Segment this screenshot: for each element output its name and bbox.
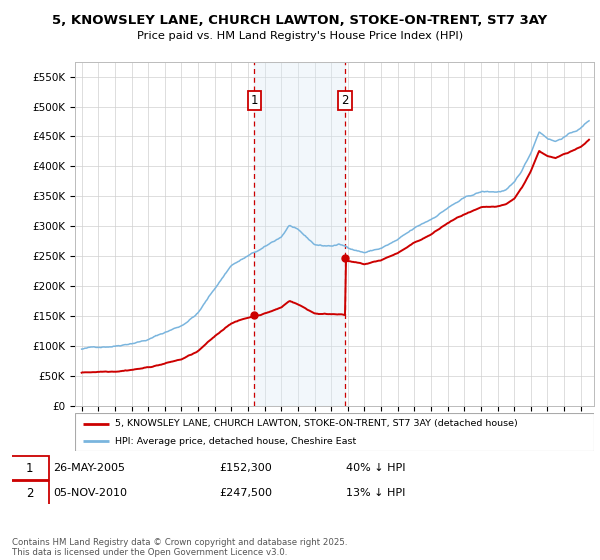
Text: 26-MAY-2005: 26-MAY-2005 [53,463,125,473]
Text: 2: 2 [26,487,34,500]
Text: 2: 2 [341,94,349,107]
Bar [254,62,345,406]
Text: HPI: Average price, detached house, Cheshire East: HPI: Average price, detached house, Ches… [115,437,357,446]
Text: 40% ↓ HPI: 40% ↓ HPI [346,463,406,473]
Text: 13% ↓ HPI: 13% ↓ HPI [346,488,406,498]
Text: 1: 1 [26,461,34,474]
Text: 1: 1 [251,94,258,107]
Text: Price paid vs. HM Land Registry's House Price Index (HPI): Price paid vs. HM Land Registry's House … [137,31,463,41]
Text: 05-NOV-2010: 05-NOV-2010 [53,488,127,498]
FancyBboxPatch shape [10,482,49,505]
Text: Contains HM Land Registry data © Crown copyright and database right 2025.
This d: Contains HM Land Registry data © Crown c… [12,538,347,557]
Text: 5, KNOWSLEY LANE, CHURCH LAWTON, STOKE-ON-TRENT, ST7 3AY (detached house): 5, KNOWSLEY LANE, CHURCH LAWTON, STOKE-O… [115,419,518,428]
FancyBboxPatch shape [10,456,49,480]
Text: £247,500: £247,500 [220,488,272,498]
Text: £152,300: £152,300 [220,463,272,473]
Text: 5, KNOWSLEY LANE, CHURCH LAWTON, STOKE-ON-TRENT, ST7 3AY: 5, KNOWSLEY LANE, CHURCH LAWTON, STOKE-O… [52,14,548,27]
